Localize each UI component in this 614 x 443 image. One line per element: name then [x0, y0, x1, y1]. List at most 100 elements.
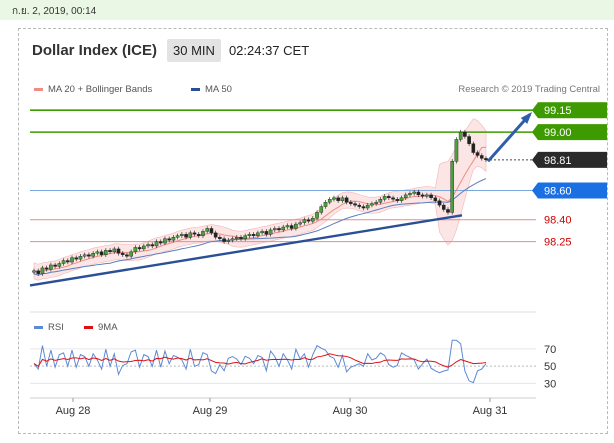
candle: [454, 139, 459, 162]
level-label-99.00: 99.00: [544, 127, 572, 139]
chart-header: Dollar Index (ICE) 30 MIN 02:24:37 CET: [32, 38, 309, 62]
candle: [120, 253, 125, 255]
level-box-tip: [532, 102, 538, 119]
level-box-tip: [532, 124, 538, 141]
candle: [323, 201, 328, 207]
candle: [40, 267, 45, 274]
candle: [403, 194, 408, 199]
candle: [387, 196, 391, 199]
candle: [32, 270, 36, 273]
candle: [44, 267, 49, 270]
candle: [378, 199, 383, 203]
level-box-tip: [532, 182, 538, 199]
ma50-label: MA 50: [205, 84, 232, 95]
candle: [91, 253, 95, 257]
candle: [99, 251, 104, 255]
candle: [196, 234, 201, 236]
candle: [209, 228, 214, 234]
candle: [298, 222, 302, 225]
candle: [349, 201, 353, 204]
candle: [268, 229, 273, 235]
ma20-label: MA 20 + Bollinger Bands: [48, 84, 153, 95]
level-box-98.60: [538, 182, 607, 199]
candle: [353, 203, 357, 206]
candle: [302, 219, 307, 223]
projection-arrow: [486, 113, 532, 163]
candle: [243, 235, 248, 239]
candle: [230, 238, 235, 241]
candle: [412, 191, 416, 194]
candle: [163, 238, 167, 244]
legend-rsi: RSI: [34, 322, 64, 333]
research-credit: Research © 2019 Trading Central: [458, 84, 600, 95]
candle: [108, 250, 112, 253]
top-date-bar: ก.ย. 2, 2019, 00:14: [0, 0, 614, 20]
rsi-line: [33, 339, 487, 384]
candle: [205, 228, 209, 232]
level-label-98.81: 98.81: [544, 155, 572, 167]
time-label: 02:24:37 CET: [228, 42, 310, 58]
candle: [61, 260, 66, 264]
candle: [475, 152, 480, 156]
candle: [150, 244, 155, 247]
candle: [171, 237, 176, 241]
x-tick-label: Aug 31: [473, 405, 508, 417]
candle: [158, 241, 163, 244]
legend-9ma: 9MA: [84, 322, 118, 333]
candle: [104, 250, 108, 255]
candle: [458, 131, 463, 140]
candle: [429, 194, 433, 199]
x-tick-label: Aug 30: [333, 405, 368, 417]
candle: [116, 248, 121, 254]
candle: [192, 232, 197, 235]
candle: [365, 204, 370, 209]
candle: [184, 234, 188, 238]
candle: [65, 260, 70, 263]
ma20-swatch-icon: [34, 88, 43, 91]
rsi-tick-label: 50: [544, 361, 556, 373]
candle: [226, 239, 231, 242]
candle: [370, 203, 374, 206]
candle: [112, 248, 117, 253]
candle: [256, 232, 260, 236]
candle: [471, 143, 476, 153]
candle: [188, 232, 193, 238]
candle: [420, 194, 425, 197]
ma50-swatch-icon: [191, 88, 200, 91]
level-box-99.00: [538, 124, 607, 141]
candle: [57, 263, 62, 267]
x-tick-label: Aug 29: [193, 405, 228, 417]
candle: [213, 232, 218, 238]
candle: [180, 234, 184, 236]
9ma-swatch-icon: [84, 326, 93, 329]
candle: [289, 225, 294, 229]
level-label-99.15: 99.15: [544, 105, 572, 117]
candle: [399, 197, 404, 201]
timeframe-button[interactable]: 30 MIN: [167, 38, 221, 62]
candle: [319, 206, 324, 213]
chart-title: Dollar Index (ICE): [32, 41, 158, 59]
ma20-line: [33, 146, 487, 273]
candle: [306, 219, 311, 222]
support-trendline: [29, 214, 463, 287]
rsi-label: RSI: [48, 322, 64, 333]
candle: [479, 155, 484, 159]
candle: [395, 199, 400, 201]
projection-arrowhead: [520, 111, 532, 124]
candle: [408, 193, 412, 196]
candle: [361, 206, 366, 209]
chart-frame: [18, 28, 608, 434]
date-label: ก.ย. 2, 2019, 00:14: [12, 6, 97, 17]
level-box-98.81: [538, 151, 607, 168]
candle: [82, 254, 87, 257]
candle: [391, 197, 395, 200]
candle: [137, 247, 142, 250]
candle: [251, 234, 256, 236]
candle: [222, 238, 226, 242]
candle: [53, 264, 57, 267]
candle: [382, 196, 387, 200]
rsi-tick-label: 70: [544, 344, 556, 356]
candle: [49, 264, 53, 270]
candle: [327, 199, 332, 203]
